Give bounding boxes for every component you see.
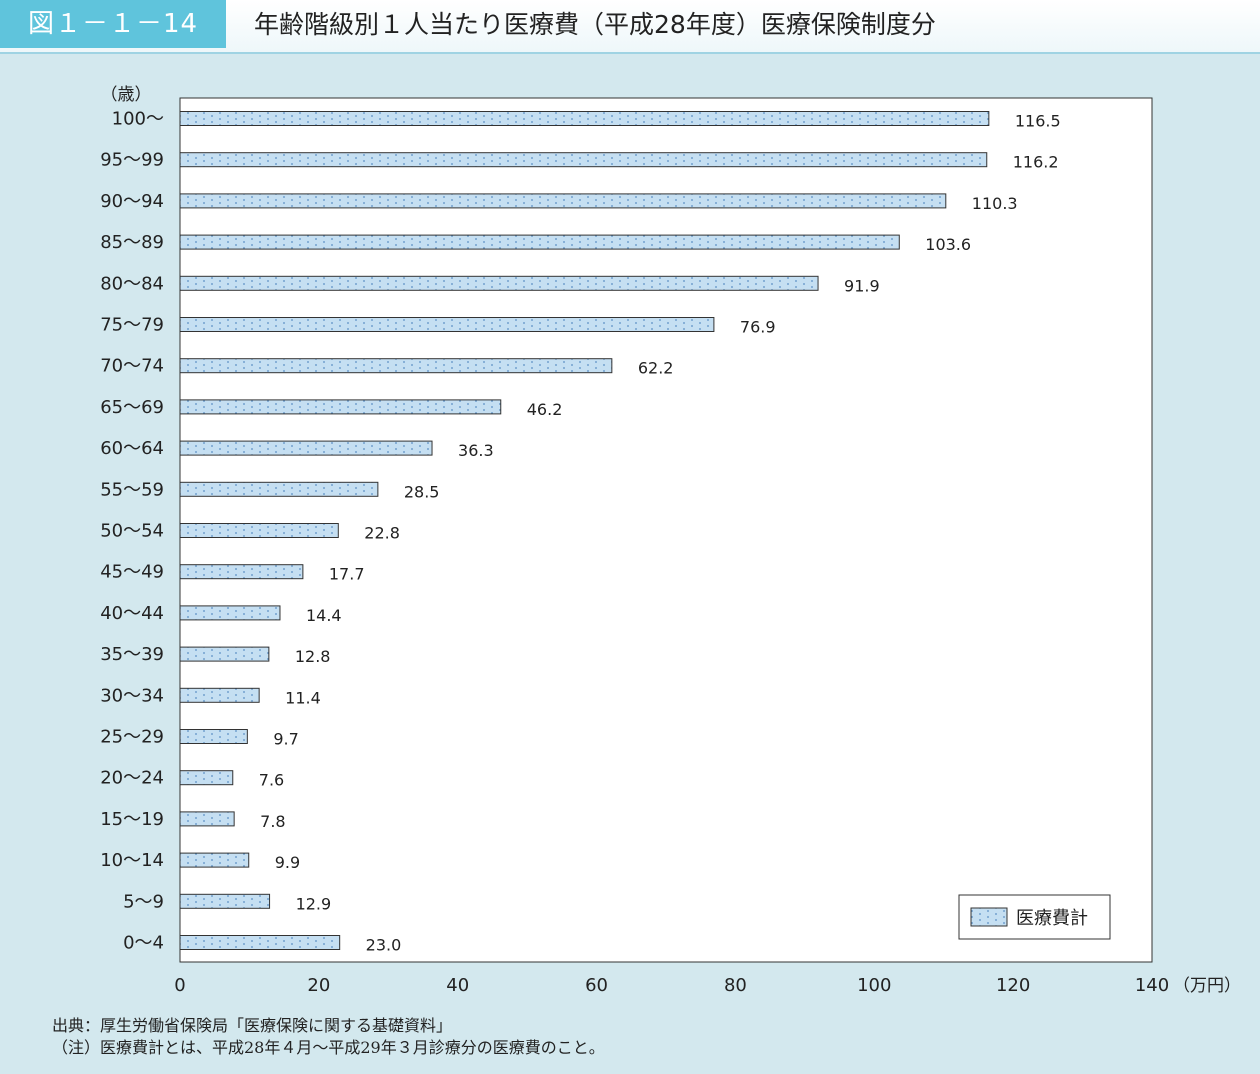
data-label: 11.4 xyxy=(285,688,321,707)
category-label: 40～44 xyxy=(100,603,164,624)
category-label: 45～49 xyxy=(100,562,164,583)
bar xyxy=(179,152,988,168)
category-label: 30～34 xyxy=(100,685,164,706)
data-label: 46.2 xyxy=(527,400,563,419)
category-label: 20～24 xyxy=(100,768,164,789)
data-label: 22.8 xyxy=(364,524,400,543)
data-label: 14.4 xyxy=(306,606,342,625)
data-label: 17.7 xyxy=(329,565,365,584)
bar xyxy=(179,646,270,662)
bar xyxy=(179,687,260,703)
footnote: （注）医療費計とは、平成28年４月～平成29年３月診療分の医療費のこと。 xyxy=(52,1038,605,1057)
data-label: 23.0 xyxy=(366,936,402,955)
x-tick-label: 140 xyxy=(1135,975,1169,996)
bar xyxy=(179,440,433,456)
x-tick-label: 80 xyxy=(724,975,747,996)
legend-swatch xyxy=(970,907,1008,927)
bar xyxy=(179,605,281,621)
data-label: 12.8 xyxy=(295,647,331,666)
category-label: 25～29 xyxy=(100,727,164,748)
data-label: 36.3 xyxy=(458,441,494,460)
category-label: 75～79 xyxy=(100,315,164,336)
category-label: 15～19 xyxy=(100,809,164,830)
bar xyxy=(179,893,271,909)
bar xyxy=(179,852,250,868)
category-label: 35～39 xyxy=(100,644,164,665)
category-label: 50～54 xyxy=(100,521,164,542)
bar xyxy=(179,811,235,827)
category-label: 10～14 xyxy=(100,850,164,871)
bar xyxy=(179,275,819,291)
data-label: 116.5 xyxy=(1015,112,1061,131)
category-label: 90～94 xyxy=(100,191,164,212)
category-label: 5～9 xyxy=(123,891,164,912)
x-tick-label: 20 xyxy=(307,975,330,996)
x-tick-label: 0 xyxy=(174,975,185,996)
category-label: 60～64 xyxy=(100,438,164,459)
x-tick-label: 100 xyxy=(857,975,891,996)
figure-title: 年齢階級別１人当たり医療費（平成28年度）医療保険制度分 xyxy=(254,10,936,39)
data-label: 12.9 xyxy=(296,894,332,913)
data-label: 28.5 xyxy=(404,482,440,501)
data-label: 7.6 xyxy=(259,771,284,790)
category-label: 85～89 xyxy=(100,232,164,253)
legend-box xyxy=(958,894,1111,940)
bar xyxy=(179,935,341,950)
bar xyxy=(179,193,947,209)
data-label: 103.6 xyxy=(925,235,971,254)
data-label: 7.8 xyxy=(260,812,285,831)
x-tick-label: 60 xyxy=(585,975,608,996)
bar xyxy=(179,111,990,126)
data-label: 110.3 xyxy=(972,194,1018,213)
bar xyxy=(179,564,304,580)
bar xyxy=(179,399,502,415)
category-label: 100～ xyxy=(112,109,164,130)
category-label: 95～99 xyxy=(100,150,164,171)
source-note: 出典：厚生労働省保険局「医療保険に関する基礎資料」 xyxy=(52,1016,453,1035)
bar xyxy=(179,729,248,744)
category-label: 0～4 xyxy=(123,933,164,954)
x-unit-label: （万円） xyxy=(1173,976,1241,996)
data-label: 76.9 xyxy=(740,318,776,337)
figure-label: 図１－１－14 xyxy=(0,0,226,48)
category-label: 80～84 xyxy=(100,273,164,294)
x-tick-label: 120 xyxy=(996,975,1030,996)
legend-label: 医療費計 xyxy=(1016,908,1088,929)
bar xyxy=(179,234,900,250)
data-label: 116.2 xyxy=(1013,153,1059,172)
bar xyxy=(179,317,715,332)
x-tick-label: 40 xyxy=(446,975,469,996)
category-label: 55～59 xyxy=(100,479,164,500)
category-label: 65～69 xyxy=(100,397,164,418)
data-label: 91.9 xyxy=(844,276,880,295)
bar xyxy=(179,770,234,786)
bar xyxy=(179,481,379,497)
figure-header: 図１－１－14 年齢階級別１人当たり医療費（平成28年度）医療保険制度分 xyxy=(0,0,1260,54)
bar xyxy=(179,523,339,538)
legend: 医療費計 xyxy=(958,894,1111,940)
y-unit-label: （歳） xyxy=(101,85,152,105)
data-label: 9.7 xyxy=(273,730,298,749)
category-label: 70～74 xyxy=(100,356,164,377)
bar xyxy=(179,358,613,374)
data-label: 9.9 xyxy=(275,853,300,872)
data-label: 62.2 xyxy=(638,359,674,378)
